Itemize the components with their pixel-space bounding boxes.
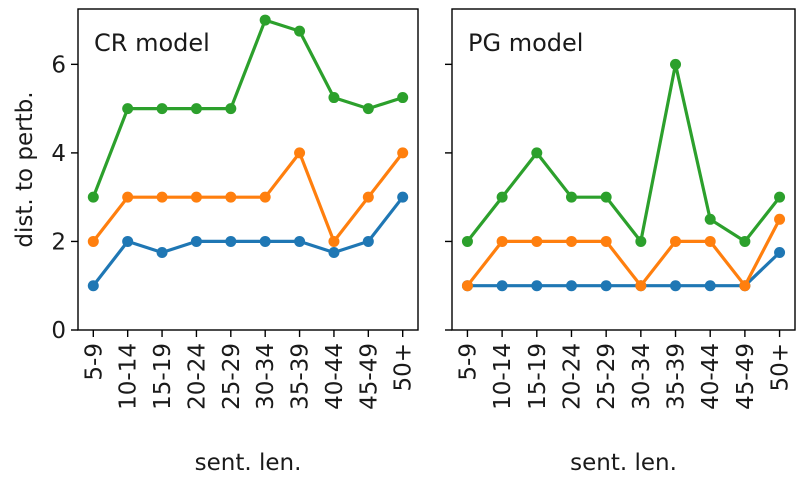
data-point [87,235,99,247]
data-point [122,191,134,203]
data-point [565,280,577,292]
data-point [635,235,647,247]
x-tick-label: 40-44 [698,343,724,410]
data-point [496,191,508,203]
data-point [670,58,682,70]
y-tick-label: 4 [51,141,66,167]
data-point [362,235,374,247]
x-tick-label: 50+ [391,343,417,392]
x-axis-label: sent. len. [195,450,302,476]
data-point [565,191,577,203]
x-tick-label: 15-19 [150,343,176,410]
series-line-2 [466,218,782,288]
data-point [225,191,237,203]
data-point [156,103,168,115]
series-line-3 [466,62,781,243]
data-point [294,235,306,247]
data-point [122,103,134,115]
panel-cr-model: CR model sent. len. dist. to pertb. 0 2 4 6… [12,8,419,476]
x-tick-label: 5-9 [455,343,481,381]
data-point [328,92,340,104]
x-tick-label: 45-49 [733,343,759,410]
data-point [87,191,99,203]
data-point [259,191,271,203]
x-tick-label: 10-14 [490,343,516,410]
data-point [496,280,508,292]
data-point [704,235,716,247]
data-point [328,247,340,259]
data-point [704,280,716,292]
data-point [225,235,237,247]
data-point [294,147,306,159]
data-point [496,235,508,247]
data-point [531,147,543,159]
data-point [362,103,374,115]
data-point [774,213,786,225]
x-axis-label: sent. len. [570,450,677,476]
data-point [670,280,682,292]
y-axis-label: dist. to pertb. [12,91,38,247]
y-tick-label: 2 [51,229,66,255]
panel-title: CR model [94,29,210,57]
data-point [156,247,168,259]
data-point [531,280,543,292]
data-point [190,103,202,115]
data-point [259,14,271,26]
series-line-1 [467,251,781,288]
plot-frame [451,8,796,331]
x-tick-label: 5-9 [81,343,107,381]
data-point [704,213,716,225]
data-point [328,235,340,247]
series-line-3 [91,18,404,198]
data-point [739,235,751,247]
data-point [397,147,409,159]
data-point [190,235,202,247]
data-point [397,191,409,203]
x-tick-label: 15-19 [525,343,551,410]
data-point [461,235,473,247]
x-tick-label: 45-49 [356,343,382,410]
data-point [600,191,612,203]
x-tick-label: 20-24 [184,343,210,410]
panel-pg-model: PG model sent. len. 5-9 10-14 15-19 20-24 25… [445,8,796,476]
data-point [122,235,134,247]
data-point [739,280,751,292]
series-line-2 [92,151,404,243]
data-point [565,235,577,247]
y-tick-label: 6 [51,52,66,78]
data-point [259,235,271,247]
x-tick-label: 50+ [768,343,794,392]
y-tick-label: 0 [51,318,66,344]
data-point [670,235,682,247]
panel-title: PG model [468,29,583,57]
x-tick-label: 25-29 [219,343,245,410]
x-tick-label: 20-24 [559,343,585,410]
x-tick-label: 10-14 [116,343,142,410]
data-point [774,191,786,203]
x-tick-label: 30-34 [629,343,655,410]
x-tick-label: 25-29 [594,343,620,410]
data-point [600,235,612,247]
data-point [87,280,99,292]
data-point [635,280,647,292]
data-point [156,191,168,203]
data-point [600,280,612,292]
data-point [397,92,409,104]
data-point [774,247,786,259]
x-tick-label: 35-39 [664,343,690,410]
plot-frame [77,8,419,331]
x-tick-label: 35-39 [288,343,314,410]
data-point [362,191,374,203]
data-point [294,25,306,37]
series-line-1 [92,196,404,287]
data-point [190,191,202,203]
data-point [531,235,543,247]
data-point [461,280,473,292]
data-point [225,103,237,115]
x-tick-label: 40-44 [322,343,348,410]
x-tick-label: 30-34 [253,343,279,410]
